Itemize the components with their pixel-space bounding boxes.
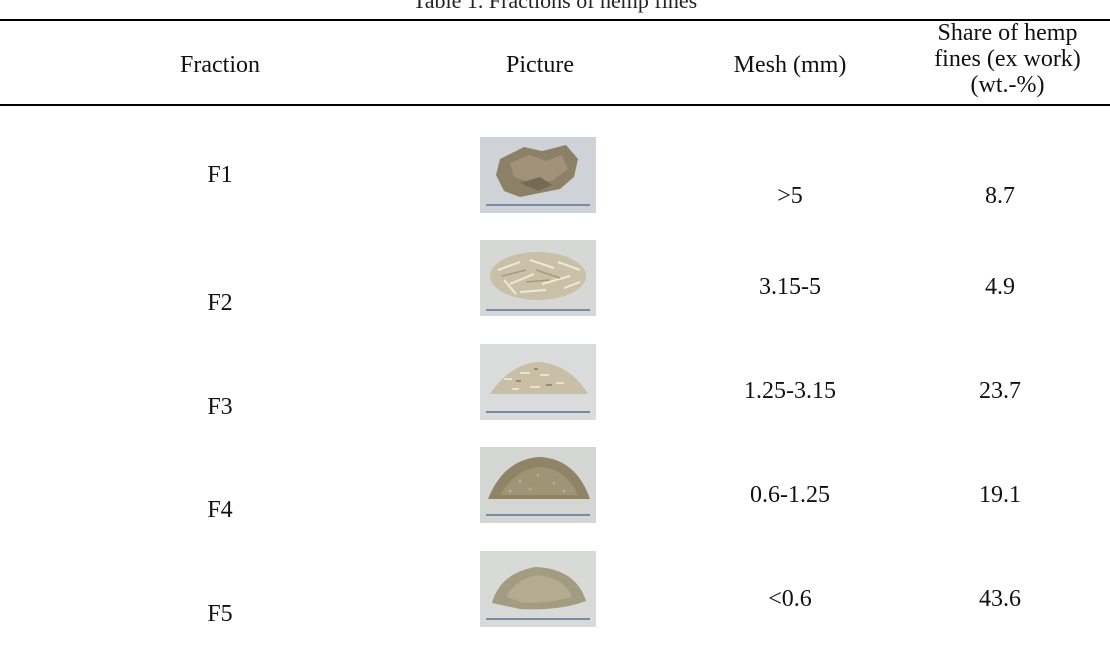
row-f2-fraction: F2 bbox=[207, 290, 233, 316]
row-f1-picture bbox=[480, 137, 596, 213]
row-f4-share: 19.1 bbox=[979, 482, 1021, 508]
header-share-line3: (wt.-%) bbox=[970, 72, 1045, 98]
shive-fibers-sample-image bbox=[480, 240, 596, 316]
row-f1-fraction: F1 bbox=[207, 162, 233, 188]
row-f4-mesh: 0.6-1.25 bbox=[750, 482, 830, 508]
header-share: Share of hemp fines (ex work) (wt.-%) bbox=[905, 20, 1110, 98]
row-f4-picture bbox=[480, 447, 596, 523]
row-f1-share: 8.7 bbox=[985, 183, 1015, 209]
dust-powder-sample-image bbox=[480, 551, 596, 627]
row-f2-picture bbox=[480, 240, 596, 316]
row-f5-mesh: <0.6 bbox=[768, 586, 812, 612]
header-rule bbox=[0, 104, 1110, 106]
medium-particles-sample-image bbox=[480, 344, 596, 420]
row-f3-picture bbox=[480, 344, 596, 420]
header-mesh: Mesh (mm) bbox=[733, 52, 847, 78]
header-fraction: Fraction bbox=[180, 52, 260, 78]
row-f2-mesh: 3.15-5 bbox=[759, 274, 821, 300]
row-f5-fraction: F5 bbox=[207, 601, 233, 627]
row-f5-share: 43.6 bbox=[979, 586, 1021, 612]
top-rule bbox=[0, 19, 1110, 21]
row-f3-share: 23.7 bbox=[979, 378, 1021, 404]
fine-particles-sample-image bbox=[480, 447, 596, 523]
header-share-line1: Share of hemp bbox=[937, 20, 1078, 46]
table-caption: Table 1. Fractions of hemp fines bbox=[412, 0, 698, 13]
header-share-line2: fines (ex work) bbox=[934, 46, 1081, 72]
row-f2-share: 4.9 bbox=[985, 274, 1015, 300]
coarse-clump-sample-image bbox=[480, 137, 596, 213]
row-f3-fraction: F3 bbox=[207, 394, 233, 420]
row-f3-mesh: 1.25-3.15 bbox=[744, 378, 836, 404]
row-f5-picture bbox=[480, 551, 596, 627]
row-f4-fraction: F4 bbox=[207, 497, 233, 523]
header-picture: Picture bbox=[506, 52, 574, 78]
row-f1-mesh: >5 bbox=[777, 183, 803, 209]
